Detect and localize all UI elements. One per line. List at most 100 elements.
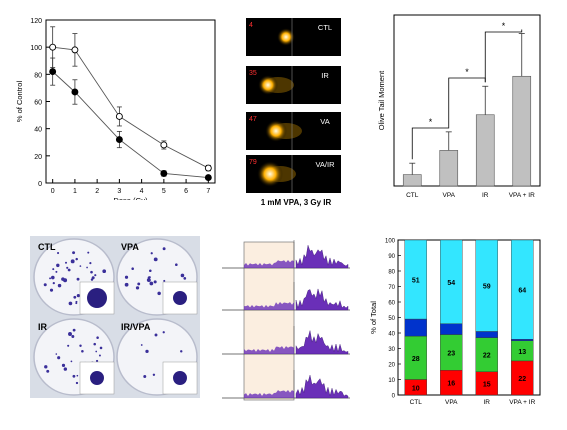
segment-value: 22 xyxy=(518,376,526,383)
stacked-segment-blue xyxy=(475,331,498,338)
filled-point xyxy=(49,68,57,76)
y-tick-label: 120 xyxy=(30,18,42,25)
y-axis-label: % of Control xyxy=(15,81,24,123)
y-axis-label: Olive Tail Moment xyxy=(377,70,386,130)
colony-dot xyxy=(61,277,65,281)
comet-number: 79 xyxy=(249,159,257,166)
significance-star: * xyxy=(465,67,469,77)
open-point xyxy=(160,141,168,149)
stacked-segment-cyan xyxy=(440,239,463,324)
colony-dot xyxy=(66,266,69,269)
colony-dot xyxy=(180,350,183,353)
y-tick-label: 40 xyxy=(34,127,42,134)
comet-label-box xyxy=(309,18,341,56)
comet-number: 35 xyxy=(249,70,257,77)
segment-value: 54 xyxy=(447,280,455,287)
significance-star: * xyxy=(429,117,433,127)
x-tick-label: 1 xyxy=(73,188,77,195)
colony-dot xyxy=(95,350,98,353)
colony-dot xyxy=(52,268,55,271)
x-tick-label: 2 xyxy=(95,188,99,195)
comet-head xyxy=(258,75,278,95)
x-tick-label: VPA xyxy=(442,192,455,199)
x-tick-label: 7 xyxy=(206,188,210,195)
segment-value: 10 xyxy=(412,385,420,392)
colony-dot xyxy=(81,349,84,353)
colony-dot xyxy=(131,267,134,270)
histogram-subg1 xyxy=(244,302,294,310)
colony-dot xyxy=(68,301,73,306)
colony-dot xyxy=(93,342,96,346)
colony-dot xyxy=(95,359,99,363)
y-tick-label: 0 xyxy=(38,181,42,188)
filled-point xyxy=(115,136,123,143)
colony-dot xyxy=(68,332,72,336)
survival-chart: 0 20 40 60 80 100 120 0 1 2 3 4 5 6 7 Dose (Gy) % of Con… xyxy=(0,0,225,200)
significance-bracket xyxy=(411,127,450,160)
colony-dot xyxy=(183,277,187,280)
x-tick-label: 6 xyxy=(184,188,188,195)
colony-dot xyxy=(94,274,97,277)
comet-label: CTL xyxy=(318,23,332,32)
segment-value: 13 xyxy=(518,349,526,356)
y-tick-label: 20 xyxy=(388,363,395,369)
open-point xyxy=(115,112,123,120)
stacked-segment-blue xyxy=(440,323,463,335)
comet-head xyxy=(265,120,287,142)
dish-label: CTL xyxy=(38,242,56,252)
comet-label-box xyxy=(309,112,341,150)
colony-dot xyxy=(76,293,80,298)
y-tick-label: 60 xyxy=(34,100,42,107)
y-tick-label: 50 xyxy=(388,316,395,322)
y-tick-label: 20 xyxy=(34,154,42,161)
colony-dot xyxy=(124,282,129,287)
segment-value: 51 xyxy=(412,278,420,285)
colony-dot xyxy=(157,291,161,296)
dish-label: IR xyxy=(38,322,48,332)
colony-dot xyxy=(180,273,185,278)
y-tick-label: 40 xyxy=(388,332,395,338)
colony-dot xyxy=(71,335,75,338)
stacked-segment-cyan xyxy=(475,239,498,332)
histogram-subg1 xyxy=(244,390,294,398)
colony-dot xyxy=(163,279,166,282)
filled-point xyxy=(160,170,168,177)
open-point xyxy=(49,43,57,51)
olive-svg: Olive Tail Moment CTL VPA IR VPA + IR * * * xyxy=(377,14,541,199)
colony-dot xyxy=(43,283,47,287)
colony-dot xyxy=(67,344,70,347)
colony-dot xyxy=(153,280,157,284)
comet-svg: 4 CTL 35 IR 47 VA 79 VA/IR 1 mM VPA, 3 Gy IR xyxy=(249,18,341,207)
x-tick-label: CTL xyxy=(406,192,419,199)
colony-dot xyxy=(46,369,50,373)
x-tick-label: VPA + IR xyxy=(509,399,535,406)
x-tick-label: VPA xyxy=(445,399,458,406)
colony-dot xyxy=(98,354,101,357)
x-tick-label: 5 xyxy=(162,188,166,195)
histogram-peak xyxy=(295,330,349,355)
colony-dot xyxy=(146,278,151,283)
colony-dot xyxy=(124,275,129,279)
colony-closeup xyxy=(87,288,107,308)
colony-dot xyxy=(56,263,60,268)
dish-label: VPA xyxy=(121,242,139,252)
y-axis-label: % of Total xyxy=(369,301,378,334)
histogram-subg1 xyxy=(244,346,294,354)
comet-caption: 1 mM VPA, 3 Gy IR xyxy=(261,198,332,207)
comet-label: VA/IR xyxy=(315,160,335,169)
x-tick-label: CTL xyxy=(410,399,423,406)
x-tick-label: 4 xyxy=(140,188,144,195)
segment-value: 59 xyxy=(483,284,491,291)
segment-value: 28 xyxy=(412,356,420,363)
histogram-subg1 xyxy=(244,260,294,268)
colony-dot xyxy=(79,344,82,347)
comet-label-box xyxy=(309,66,341,104)
colony-dot xyxy=(55,353,58,355)
comet-head xyxy=(257,161,283,187)
dish-label: IR/VPA xyxy=(121,322,151,332)
segment-value: 64 xyxy=(518,288,526,295)
colony-dot xyxy=(152,373,156,376)
